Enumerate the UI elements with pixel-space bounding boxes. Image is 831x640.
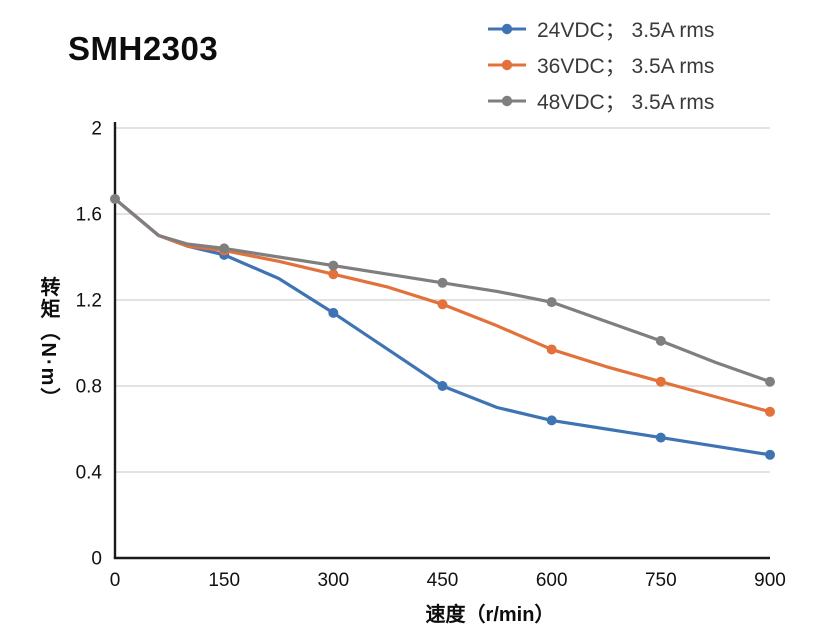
legend-item-24vdc: 24VDC； 3.5A rms bbox=[487, 16, 714, 42]
line-marker-icon bbox=[487, 58, 527, 72]
svg-text:1.2: 1.2 bbox=[76, 291, 102, 312]
svg-text:900: 900 bbox=[754, 570, 786, 591]
svg-text:1.6: 1.6 bbox=[76, 205, 102, 226]
y-axis-label: 转矩（N·m） bbox=[37, 276, 59, 410]
svg-text:0.4: 0.4 bbox=[76, 463, 103, 484]
svg-text:450: 450 bbox=[427, 570, 459, 591]
legend-item-48vdc: 48VDC； 3.5A rms bbox=[487, 88, 714, 114]
svg-text:600: 600 bbox=[536, 570, 568, 591]
legend: 24VDC； 3.5A rms 36VDC； 3.5A rms 48VDC； 3… bbox=[487, 16, 714, 124]
svg-text:0: 0 bbox=[110, 570, 121, 591]
legend-item-36vdc: 36VDC； 3.5A rms bbox=[487, 52, 714, 78]
legend-label: 48VDC； 3.5A rms bbox=[537, 91, 715, 114]
svg-text:150: 150 bbox=[208, 570, 240, 591]
x-axis-label: 速度（r/min） bbox=[425, 604, 555, 626]
line-marker-icon bbox=[487, 22, 527, 36]
legend-label: 24VDC； 3.5A rms bbox=[537, 19, 715, 42]
legend-label: 36VDC； 3.5A rms bbox=[537, 55, 715, 78]
svg-text:0: 0 bbox=[91, 549, 102, 570]
svg-text:300: 300 bbox=[317, 570, 349, 591]
svg-text:750: 750 bbox=[645, 570, 677, 591]
line-marker-icon bbox=[487, 94, 527, 108]
svg-text:2: 2 bbox=[91, 119, 102, 140]
chart-title: SMH2303 bbox=[68, 30, 219, 67]
svg-text:0.8: 0.8 bbox=[76, 377, 102, 398]
